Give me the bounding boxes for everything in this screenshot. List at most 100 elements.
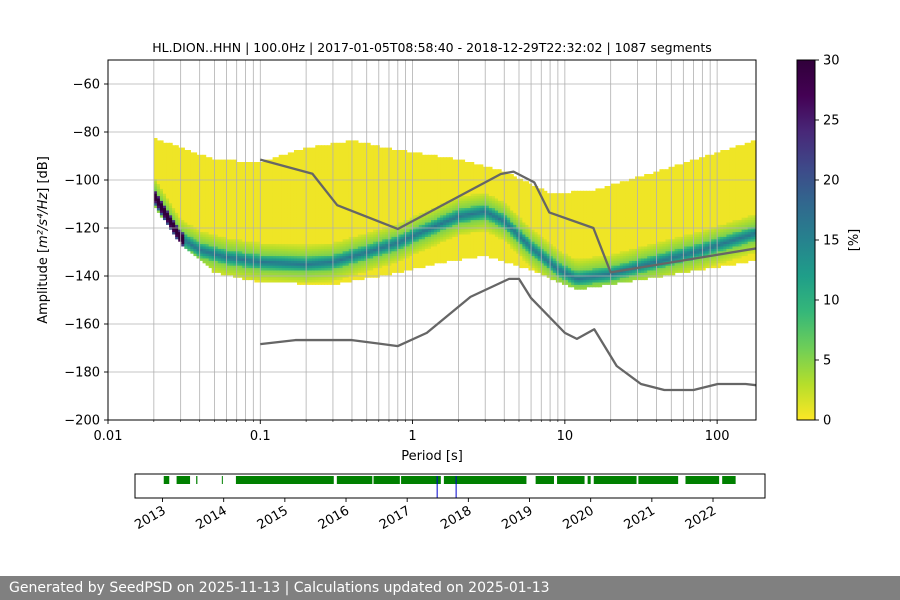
heatmap-cell [296,248,301,252]
heatmap-cell [278,212,283,216]
heatmap-cell [373,145,377,149]
heatmap-cell [303,188,307,192]
heatmap-cell [208,202,213,206]
heatmap-cell [391,262,396,266]
heatmap-cell [287,200,292,204]
heatmap-cell [351,152,356,156]
heatmap-cell [424,246,429,249]
heatmap-cell [424,207,429,211]
heatmap-cell [300,198,304,201]
heatmap-cell [229,255,234,259]
heatmap-cell [434,198,438,201]
heatmap-cell [348,231,353,235]
heatmap-cell [400,262,405,266]
heatmap-cell [193,212,198,216]
heatmap-cell [345,231,350,235]
heatmap-cell [455,219,460,223]
heatmap-cell [360,152,365,156]
heatmap-cell [296,260,301,264]
heatmap-cell [303,246,307,249]
heatmap-cell [440,159,444,163]
heatmap-cell [345,222,350,225]
heatmap-cell [418,229,423,233]
heatmap-cell [169,212,173,216]
heatmap-cell [406,212,411,216]
heatmap-cell [211,243,216,247]
heatmap-cell [385,147,389,151]
heatmap-cell [226,224,231,228]
heatmap-cell [339,195,344,199]
heatmap-cell [190,186,195,189]
heatmap-cell [248,166,252,170]
heatmap-cell [397,181,402,185]
heatmap-cell [153,169,158,173]
heatmap-cell [306,279,310,283]
heatmap-cell [330,162,335,165]
heatmap-cell [357,267,362,271]
heatmap-cell [421,162,426,165]
heatmap-cell [211,265,216,269]
heatmap-cell [187,154,191,158]
heatmap-cell [415,219,420,223]
heatmap-cell [318,250,322,254]
heatmap-cell [233,164,237,168]
heatmap-cell [211,205,216,209]
heatmap-cell [266,190,271,194]
heatmap-cell [223,267,228,271]
heatmap-cell [226,186,231,189]
heatmap-cell [239,210,243,213]
heatmap-cell [226,238,231,242]
heatmap-cell [208,205,213,209]
heatmap-cell [360,198,365,201]
heatmap-cell [373,200,377,204]
heatmap-cell [379,159,383,163]
heatmap-cell [303,234,307,237]
heatmap-cell [382,250,386,254]
heatmap-cell [449,200,453,204]
heatmap-cell [333,217,338,221]
heatmap-cell [303,176,307,180]
heatmap-cell [440,190,444,194]
heatmap-cell [452,200,456,204]
heatmap-cell [193,224,198,228]
heatmap-cell [394,193,399,197]
heatmap-cell [357,243,362,247]
heatmap-cell [211,255,216,259]
heatmap-cell [327,174,332,177]
heatmap-cell [424,174,429,177]
heatmap-cell [220,162,225,165]
heatmap-cell [415,248,420,252]
heatmap-cell [421,236,426,240]
heatmap-cell [300,188,304,192]
heatmap-cell [269,234,274,237]
heatmap-cell [424,224,429,228]
heatmap-cell [388,171,393,175]
heatmap-cell [178,195,182,199]
heatmap-cell [412,195,417,199]
heatmap-cell [412,176,417,180]
heatmap-cell [397,150,402,153]
heatmap-cell [321,219,325,223]
heatmap-cell [196,250,201,254]
heatmap-cell [327,236,332,240]
heatmap-cell [208,195,213,199]
heatmap-cell [309,248,313,252]
heatmap-cell [412,248,417,252]
heatmap-cell [370,229,374,233]
heatmap-cell [242,246,246,249]
heatmap-cell [324,272,329,276]
heatmap-cell [360,260,365,264]
heatmap-cell [394,181,399,185]
heatmap-cell [162,164,167,168]
heatmap-cell [269,255,274,259]
heatmap-cell [178,214,182,218]
heatmap-cell [437,198,441,201]
heatmap-cell [211,217,216,221]
heatmap-cell [172,231,176,235]
heatmap-cell [214,169,219,173]
heatmap-cell [446,229,450,233]
heatmap-cell [217,176,222,180]
heatmap-cell [245,236,249,240]
heatmap-cell [327,253,332,257]
heatmap-cell [245,186,249,189]
